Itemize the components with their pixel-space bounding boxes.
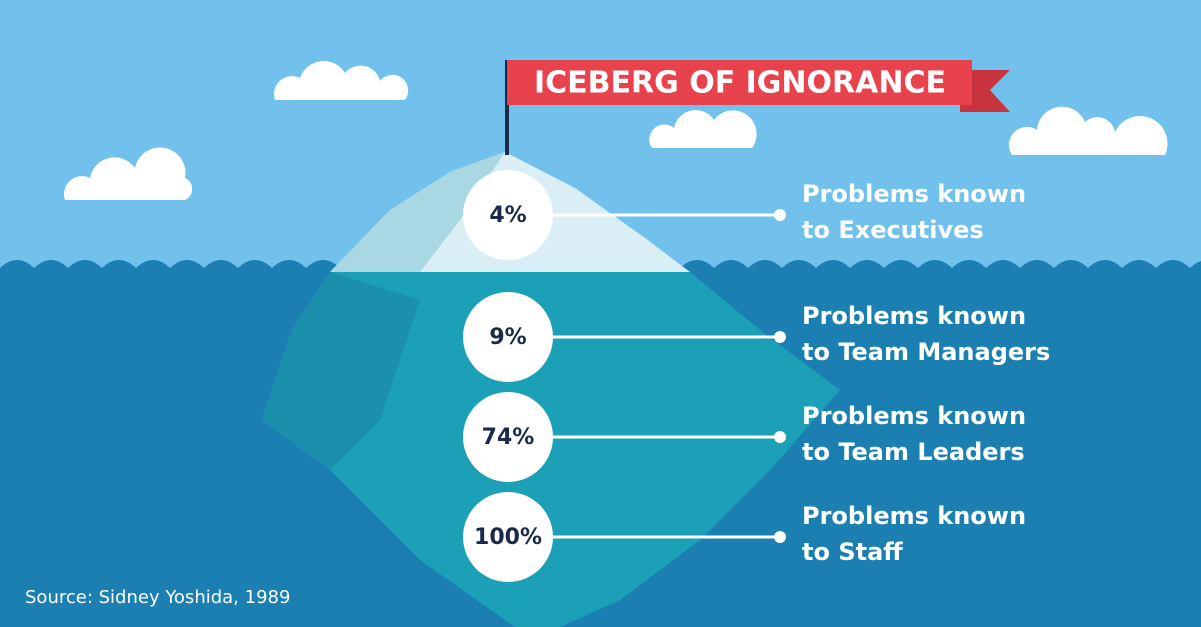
item-label: Problems known [802,302,1026,330]
connector-dot [774,209,786,221]
value: 9% [489,325,526,350]
cloud [1008,106,1168,155]
item-label: to Team Leaders [802,438,1025,466]
item-label: Problems known [802,502,1026,530]
value: 100% [474,525,542,550]
item-label: to Executives [802,216,984,244]
flag-tail [960,70,1010,112]
value: 74% [482,425,535,450]
source: Source: Sidney Yoshida, 1989 [25,587,290,608]
connector-dot [774,331,786,343]
item-label: to Team Managers [802,338,1050,366]
connector-dot [774,531,786,543]
iceberg-top-shade [330,152,505,272]
cloud [649,110,757,148]
value: 4% [489,203,526,228]
title: ICEBERG OF IGNORANCE [534,66,946,101]
items: 4% Problems known to Executives 9% Problems … [463,170,1050,582]
iceberg-shade [262,272,420,470]
value-circle [463,492,553,582]
clouds [64,61,1168,200]
value-circle [463,170,553,260]
cloud [64,147,193,200]
value-circle [463,392,553,482]
item-label: Problems known [802,402,1026,430]
cloud [274,61,409,100]
item-label: to Staff [802,538,903,566]
item-label: Problems known [802,180,1026,208]
connector-dot [774,431,786,443]
value-circle [463,292,553,382]
flag [507,60,972,105]
